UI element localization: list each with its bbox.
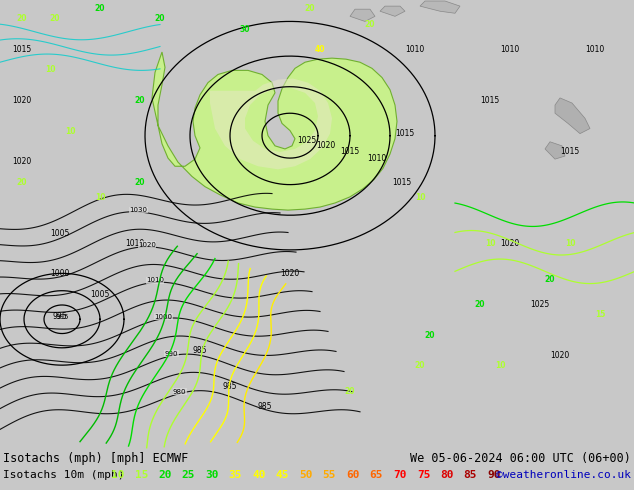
Text: 15: 15 [595,310,605,319]
Text: Isotachs (mph) [mph] ECMWF: Isotachs (mph) [mph] ECMWF [3,452,188,465]
Text: 20: 20 [49,14,60,24]
Text: 45: 45 [276,470,289,480]
Text: 40: 40 [252,470,266,480]
Text: 30: 30 [205,470,219,480]
Text: 1020: 1020 [500,239,520,248]
Text: 20: 20 [545,274,555,284]
Text: 80: 80 [440,470,454,480]
Text: 1020: 1020 [13,96,32,105]
Text: 35: 35 [229,470,242,480]
Text: 10: 10 [45,66,55,74]
Text: 1005: 1005 [90,290,110,299]
Text: 85: 85 [463,470,477,480]
Text: 1010: 1010 [405,45,425,54]
Text: 980: 980 [173,389,186,394]
Text: 1010: 1010 [126,239,145,248]
Text: 75: 75 [417,470,430,480]
Text: 1010: 1010 [500,45,520,54]
Text: 10: 10 [565,239,575,248]
Polygon shape [380,6,405,16]
Text: 65: 65 [370,470,383,480]
Text: 1020: 1020 [280,270,300,278]
Text: 20: 20 [425,331,436,340]
Text: 1015: 1015 [340,147,359,156]
Text: 20: 20 [135,177,145,187]
Text: 1015: 1015 [560,147,579,156]
Text: 50: 50 [299,470,313,480]
Text: 1025: 1025 [297,136,316,145]
Text: 985: 985 [193,346,207,355]
Text: 1000: 1000 [154,314,172,319]
Text: 1020: 1020 [13,157,32,166]
Text: 15: 15 [135,470,148,480]
Text: 40: 40 [314,45,325,54]
Text: 10: 10 [94,193,105,202]
Text: 20: 20 [305,4,315,13]
Text: 990: 990 [165,351,178,357]
Text: Isotachs 10m (mph): Isotachs 10m (mph) [3,470,124,480]
Text: 1020: 1020 [316,141,335,150]
Polygon shape [545,142,565,159]
Text: 985: 985 [258,402,272,411]
Text: 1000: 1000 [50,270,70,278]
Text: 1025: 1025 [531,300,550,309]
Text: 30: 30 [240,24,250,34]
Text: 1010: 1010 [585,45,605,54]
Text: 10: 10 [495,361,505,370]
Text: 20: 20 [345,387,355,396]
Text: 90: 90 [488,470,501,480]
Text: 70: 70 [393,470,407,480]
Text: 1015: 1015 [481,96,500,105]
Text: 20: 20 [94,4,105,13]
Text: 20: 20 [415,361,425,370]
Text: 1010: 1010 [367,154,387,163]
Text: 60: 60 [346,470,359,480]
Text: 20: 20 [155,14,165,24]
Text: 20: 20 [158,470,172,480]
Text: We 05-06-2024 06:00 UTC (06+00): We 05-06-2024 06:00 UTC (06+00) [410,452,631,465]
Polygon shape [420,1,460,13]
Text: 1015: 1015 [13,45,32,54]
Text: 995: 995 [53,312,67,321]
Text: 995: 995 [55,314,68,320]
Text: 20: 20 [16,177,27,187]
Polygon shape [555,98,590,134]
Text: 1015: 1015 [392,177,411,187]
Text: 10: 10 [65,126,75,136]
Text: 985: 985 [223,382,237,391]
Text: 25: 25 [182,470,195,480]
Text: 1020: 1020 [138,242,156,248]
Text: 1030: 1030 [130,207,148,213]
Polygon shape [152,52,397,210]
Polygon shape [350,9,375,22]
Text: 10: 10 [111,470,125,480]
Text: ©weatheronline.co.uk: ©weatheronline.co.uk [496,470,631,480]
Text: 20: 20 [475,300,485,309]
Text: 10: 10 [485,239,495,248]
Text: 20: 20 [16,14,27,24]
Polygon shape [210,78,332,170]
Text: 10: 10 [415,193,425,202]
Text: 1005: 1005 [50,229,70,238]
Text: 1020: 1020 [550,351,569,360]
Text: 20: 20 [365,20,375,28]
Text: 1010: 1010 [146,277,164,283]
Text: 1015: 1015 [395,129,414,138]
Text: 20: 20 [135,96,145,105]
Text: 55: 55 [323,470,336,480]
